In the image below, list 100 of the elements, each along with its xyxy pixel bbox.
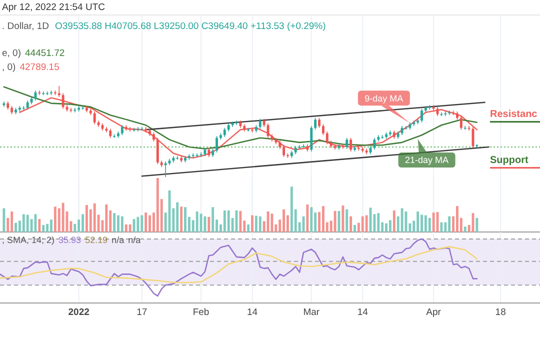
chart-title: . Dollar, 1D xyxy=(2,21,50,32)
annotation: 35.93 xyxy=(58,235,82,245)
bar xyxy=(148,215,152,232)
candlestick xyxy=(373,137,376,150)
candlestick xyxy=(62,92,64,110)
bar xyxy=(310,207,313,232)
bar xyxy=(105,204,108,232)
bar xyxy=(227,210,230,232)
bar xyxy=(85,205,88,232)
bar xyxy=(239,210,242,232)
candlestick xyxy=(70,107,72,113)
bar xyxy=(448,216,451,232)
bar xyxy=(440,222,443,232)
bar xyxy=(424,215,427,232)
bar xyxy=(144,212,148,232)
bar xyxy=(346,209,348,232)
bar xyxy=(54,206,56,232)
annotation: n/a xyxy=(128,235,141,245)
text: O39535.88 H40705.68 L39250.00 C39649.40 +113.53 (+0.29%) xyxy=(55,21,326,32)
candlestick xyxy=(120,124,124,136)
bar xyxy=(247,224,250,232)
bar xyxy=(464,226,466,232)
candlestick xyxy=(326,131,328,145)
bar xyxy=(251,215,254,232)
candlestick xyxy=(310,126,313,152)
text: Apr 12, 2022 21:54 UTC xyxy=(2,2,106,13)
annotation: Support xyxy=(490,155,529,166)
bar xyxy=(74,224,76,232)
x-tick-label: 2022 xyxy=(68,307,90,318)
x-tick-label: 17 xyxy=(136,307,148,318)
bar xyxy=(342,206,344,232)
bar xyxy=(208,216,210,232)
bar xyxy=(456,206,458,232)
text: 44451.72 xyxy=(25,48,65,59)
bar xyxy=(204,216,206,232)
x-tick-label: 14 xyxy=(246,307,258,318)
bar xyxy=(350,216,352,232)
bar xyxy=(2,208,6,232)
candlestick xyxy=(258,118,262,130)
bar xyxy=(62,202,64,232)
bar xyxy=(388,220,392,232)
bar xyxy=(365,215,368,232)
bar xyxy=(117,215,120,232)
candlestick xyxy=(282,144,286,158)
bar xyxy=(266,211,270,232)
bar xyxy=(46,224,49,232)
text: e, 0) xyxy=(2,48,22,59)
bar xyxy=(42,224,45,232)
candlestick xyxy=(318,117,320,128)
bar xyxy=(258,216,262,232)
bar xyxy=(212,207,214,232)
bar xyxy=(176,202,179,232)
bar xyxy=(128,224,132,232)
text: , 0) xyxy=(2,62,16,73)
bar xyxy=(322,206,324,232)
candlestick xyxy=(400,126,404,136)
candlestick xyxy=(38,90,41,96)
candlestick xyxy=(350,137,352,152)
candlestick xyxy=(152,132,155,142)
candlestick xyxy=(460,116,462,130)
candlestick xyxy=(266,122,270,138)
bar xyxy=(140,215,144,232)
candlestick xyxy=(223,127,226,138)
bar xyxy=(377,213,380,232)
text: 42789.15 xyxy=(20,62,60,73)
candlestick xyxy=(74,107,76,113)
bar xyxy=(10,211,14,232)
candlestick xyxy=(322,124,324,136)
bar xyxy=(26,214,29,232)
annotation: n/a xyxy=(112,235,124,245)
bar xyxy=(354,224,356,232)
candlestick xyxy=(468,126,470,131)
candlestick xyxy=(208,147,210,158)
bar xyxy=(136,216,140,232)
candlestick xyxy=(314,117,317,130)
candlestick xyxy=(109,128,112,138)
bar xyxy=(14,222,17,232)
bar xyxy=(120,216,124,232)
bar xyxy=(113,213,116,232)
bar xyxy=(38,219,41,232)
bar xyxy=(254,216,258,232)
bar xyxy=(22,214,25,232)
candlestick xyxy=(346,137,348,150)
candlestick xyxy=(192,152,194,158)
bar xyxy=(180,206,183,232)
bar xyxy=(196,211,198,232)
annotation: , SMA, 14; 2) xyxy=(2,235,55,245)
x-tick-label: Mar xyxy=(303,307,320,318)
bar xyxy=(306,204,309,232)
candlestick xyxy=(216,136,218,153)
bar xyxy=(290,186,293,232)
annotation: 21-day MA xyxy=(405,155,449,166)
x-tick-label: Feb xyxy=(192,307,210,318)
bar xyxy=(334,210,336,232)
bar xyxy=(361,216,364,232)
bar xyxy=(476,218,478,232)
candlestick xyxy=(342,144,344,150)
annotation: Resistanc xyxy=(490,109,538,120)
bar xyxy=(156,178,159,232)
x-tick-label: 18 xyxy=(495,307,506,318)
